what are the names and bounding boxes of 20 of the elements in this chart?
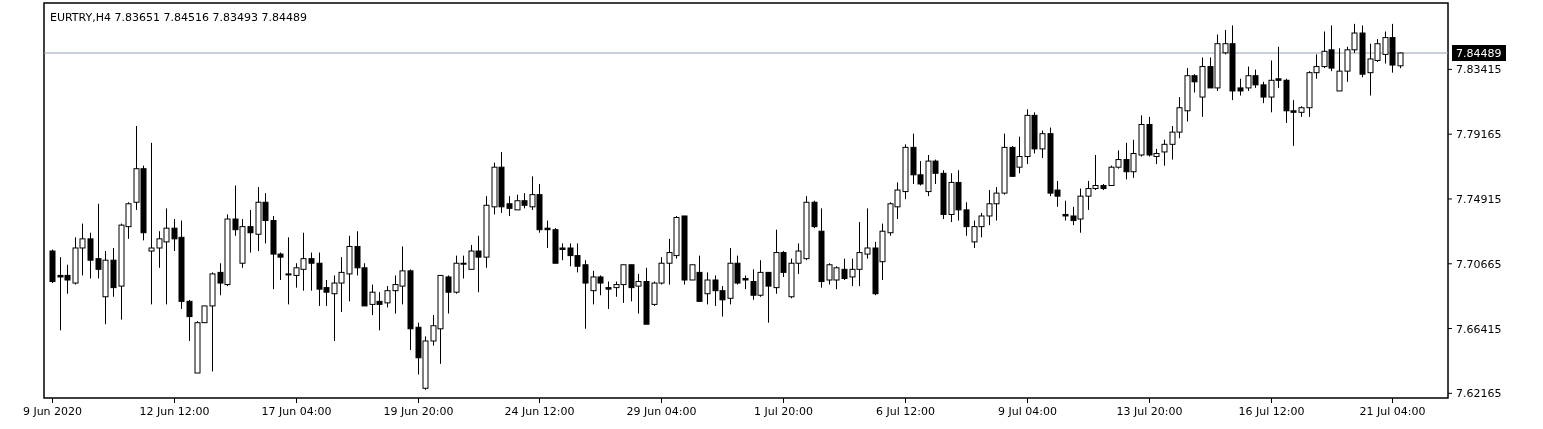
x-tick-label: 19 Jun 20:00	[383, 405, 454, 418]
x-tick-label: 9 Jun 2020	[22, 405, 83, 418]
x-tick-label: 21 Jul 04:00	[1359, 405, 1426, 418]
x-tick-label: 13 Jul 20:00	[1116, 405, 1183, 418]
x-tick-label: 1 Jul 20:00	[754, 405, 813, 418]
y-tick-label: 7.70665	[1456, 257, 1502, 271]
text: EURTRY,H4 7.83651 7.84516 7.83493 7.84489	[50, 11, 307, 24]
x-tick-label: 6 Jul 12:00	[876, 405, 935, 418]
x-tick-label: 12 Jun 12:00	[139, 405, 210, 418]
ref-line-label: 7.84489	[1456, 47, 1502, 61]
x-tick-label: 16 Jul 12:00	[1238, 405, 1305, 418]
y-tick-label: 7.79165	[1456, 128, 1502, 142]
x-tick-label: 24 Jun 12:00	[504, 405, 575, 418]
y-tick-label: 7.74915	[1456, 192, 1502, 206]
y-tick-label: 7.83415	[1456, 63, 1502, 77]
y-tick-label: 7.66415	[1456, 322, 1502, 336]
x-tick-label: 29 Jun 04:00	[626, 405, 697, 418]
x-tick-label: 17 Jun 04:00	[261, 405, 332, 418]
x-tick-label: 9 Jul 04:00	[998, 405, 1057, 418]
y-tick-label: 7.62165	[1456, 387, 1502, 401]
